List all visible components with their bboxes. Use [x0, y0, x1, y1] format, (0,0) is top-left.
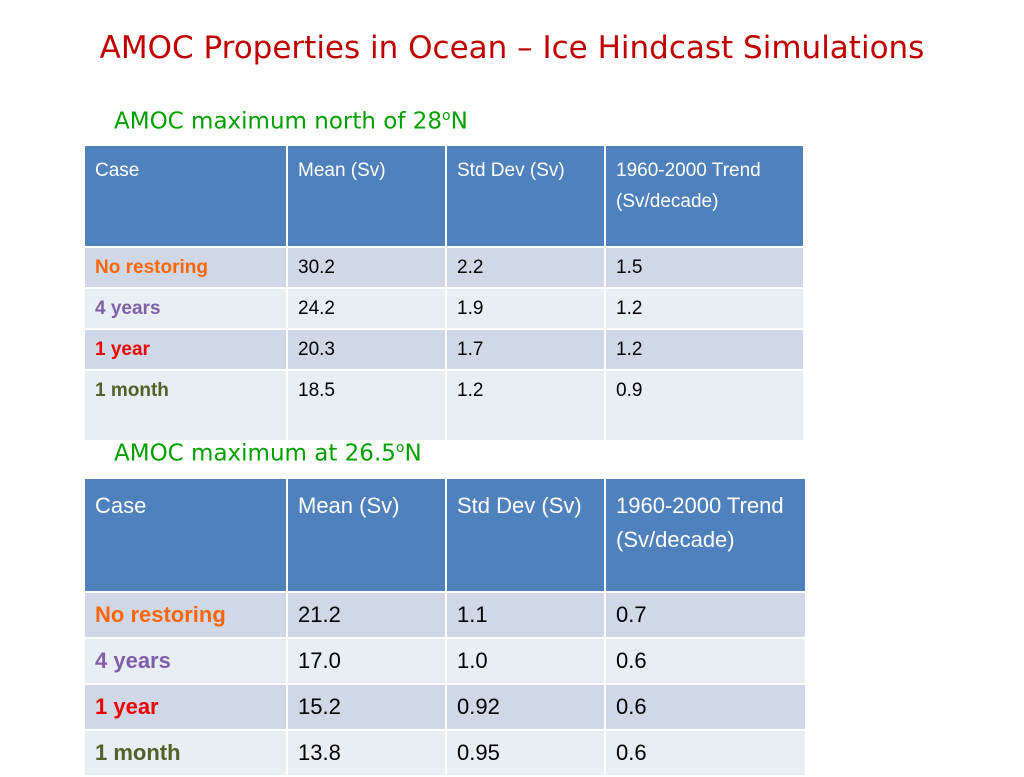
table-row: No restoring 21.2 1.1 0.7: [83, 591, 807, 639]
trend-cell: 0.7: [604, 591, 807, 639]
header-trend: 1960-2000 Trend (Sv/decade): [604, 144, 805, 248]
case-cell: 1 year: [83, 328, 288, 371]
table-header-row: Case Mean (Sv) Std Dev (Sv) 1960-2000 Tr…: [83, 144, 805, 248]
table-row: 4 years 17.0 1.0 0.6: [83, 637, 807, 685]
section-heading-at-26-5: AMOC maximum at 26.5oN: [114, 440, 422, 467]
table-row: 1 month 18.5 1.2 0.9: [83, 369, 805, 442]
slide-title: AMOC Properties in Ocean – Ice Hindcast …: [99, 30, 925, 66]
header-std-dev: Std Dev (Sv): [445, 144, 606, 248]
amoc-table-at-26-5: Case Mean (Sv) Std Dev (Sv) 1960-2000 Tr…: [83, 477, 807, 777]
table-row: 1 year 20.3 1.7 1.2: [83, 328, 805, 371]
section-heading-text: AMOC maximum at 26.5: [114, 440, 396, 467]
header-mean: Mean (Sv): [286, 144, 447, 248]
table-row: 1 year 15.2 0.92 0.6: [83, 683, 807, 731]
std-dev-cell: 2.2: [445, 246, 606, 289]
header-case: Case: [83, 477, 288, 593]
trend-cell: 0.6: [604, 729, 807, 777]
std-dev-cell: 1.0: [445, 637, 606, 685]
degree-sign: o: [442, 108, 451, 124]
table-row: 1 month 13.8 0.95 0.6: [83, 729, 807, 777]
mean-cell: 30.2: [286, 246, 447, 289]
case-cell: 4 years: [83, 287, 288, 330]
mean-cell: 17.0: [286, 637, 447, 685]
section-heading-text: AMOC maximum north of 28: [114, 108, 443, 135]
std-dev-cell: 0.92: [445, 683, 606, 731]
header-trend: 1960-2000 Trend (Sv/decade): [604, 477, 807, 593]
trend-cell: 0.9: [604, 369, 805, 442]
mean-cell: 24.2: [286, 287, 447, 330]
trend-cell: 0.6: [604, 683, 807, 731]
trend-cell: 1.2: [604, 287, 805, 330]
header-case: Case: [83, 144, 288, 248]
trend-cell: 0.6: [604, 637, 807, 685]
mean-cell: 20.3: [286, 328, 447, 371]
trend-cell: 1.5: [604, 246, 805, 289]
section-heading-north-28: AMOC maximum north of 28oN: [114, 108, 468, 135]
table-row: 4 years 24.2 1.9 1.2: [83, 287, 805, 330]
case-cell: No restoring: [83, 591, 288, 639]
table-header-row: Case Mean (Sv) Std Dev (Sv) 1960-2000 Tr…: [83, 477, 807, 593]
case-cell: 4 years: [83, 637, 288, 685]
table-row: No restoring 30.2 2.2 1.5: [83, 246, 805, 289]
trend-cell: 1.2: [604, 328, 805, 371]
section-heading-suffix: N: [450, 108, 468, 135]
mean-cell: 21.2: [286, 591, 447, 639]
amoc-table-north-28: Case Mean (Sv) Std Dev (Sv) 1960-2000 Tr…: [83, 144, 805, 442]
mean-cell: 18.5: [286, 369, 447, 442]
case-cell: No restoring: [83, 246, 288, 289]
header-std-dev: Std Dev (Sv): [445, 477, 606, 593]
case-cell: 1 month: [83, 729, 288, 777]
mean-cell: 13.8: [286, 729, 447, 777]
case-cell: 1 month: [83, 369, 288, 442]
std-dev-cell: 1.9: [445, 287, 606, 330]
std-dev-cell: 1.2: [445, 369, 606, 442]
header-mean: Mean (Sv): [286, 477, 447, 593]
std-dev-cell: 1.1: [445, 591, 606, 639]
std-dev-cell: 0.95: [445, 729, 606, 777]
case-cell: 1 year: [83, 683, 288, 731]
mean-cell: 15.2: [286, 683, 447, 731]
std-dev-cell: 1.7: [445, 328, 606, 371]
degree-sign: o: [395, 440, 405, 456]
section-heading-suffix: N: [404, 440, 422, 467]
